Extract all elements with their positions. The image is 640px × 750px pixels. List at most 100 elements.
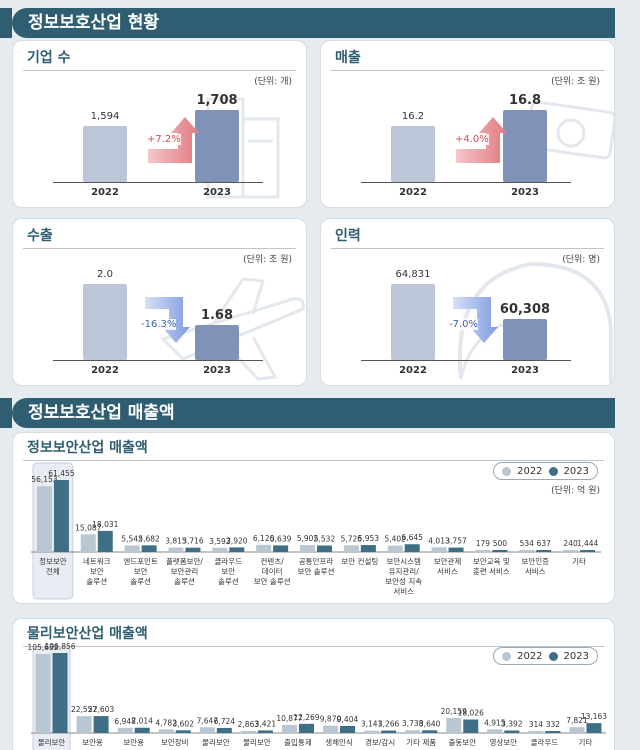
bar-2023 (340, 725, 356, 733)
category-label: 보안관리 (171, 566, 199, 576)
legend-label-2023: 2023 (563, 465, 589, 477)
data-label: 5,902 (297, 534, 319, 543)
bar-2022 (519, 550, 535, 552)
data-label: 22,557 (71, 705, 97, 714)
kpi-title: 수출 (27, 228, 53, 244)
bar-2023 (422, 730, 438, 733)
bar-2022 (117, 727, 133, 733)
category-label: 서비스 (437, 567, 458, 576)
bar-2022 (569, 727, 585, 733)
data-label: 6,120 (253, 534, 275, 543)
category-label: 전체 (46, 566, 60, 576)
category-label: 서비스 (525, 567, 546, 576)
kpi-year-label: 2023 (203, 187, 231, 198)
category-label: 유지관리/ (389, 566, 420, 576)
data-label: 240 (563, 539, 578, 548)
data-label: 637 (537, 539, 552, 548)
category-label: 솔루션 (218, 576, 239, 586)
bar-2023 (273, 545, 289, 552)
chart-unit: (단위: 억 원) (551, 486, 600, 496)
category-label: 생체인식 (325, 737, 353, 747)
kpi-bar-2022 (83, 126, 127, 182)
data-label: 6,724 (214, 717, 236, 726)
category-label: 출입통제 (284, 737, 312, 747)
category-label: 솔루션 (174, 576, 195, 586)
bar-2023 (52, 653, 68, 733)
data-label: 61,455 (48, 469, 74, 478)
category-label: 보안성 지속 (385, 576, 422, 586)
axis-baseline (361, 182, 571, 183)
data-label: 5,726 (341, 534, 363, 543)
kpi-unit: (단위: 개) (254, 77, 292, 87)
data-label: 7,821 (566, 716, 588, 725)
category-label: 보안 컨설팅 (341, 556, 378, 566)
section-header-status: 정보보호산업 현황 (0, 8, 615, 38)
category-label: 보안 (90, 566, 104, 576)
data-label: 10,877 (276, 714, 302, 723)
category-label: 경보/감시 (365, 737, 395, 747)
data-label: 18,026 (458, 709, 484, 718)
kpi-bar-2023 (195, 110, 239, 182)
airplane-icon (160, 277, 305, 381)
bar-2023 (360, 545, 376, 552)
category-label: 물리보안 (202, 737, 230, 747)
category-label: 보안장비 (161, 737, 189, 747)
category-label: 보안용 (123, 737, 144, 747)
category-label: 보안인증 (521, 556, 549, 566)
bar-2023 (134, 727, 150, 733)
bar-2022 (323, 725, 339, 733)
kpi-title: 매출 (335, 50, 361, 66)
kpi-year-label: 2023 (203, 365, 231, 376)
category-label: 보안 솔루션 (254, 576, 291, 586)
kpi-change: +4.0% (455, 134, 489, 145)
kpi-year-label: 2022 (399, 187, 427, 198)
kpi-unit: (단위: 명) (562, 255, 600, 265)
kpi-bar-2023 (503, 318, 547, 360)
category-label: 데이터 (262, 566, 283, 576)
info-security-chart-title: 정보보안산업 매출액 (27, 440, 148, 456)
data-label: 105,632 (28, 643, 59, 652)
axis-baseline (361, 360, 571, 361)
data-label: 106,856 (45, 642, 76, 651)
data-label: 13,163 (581, 712, 607, 721)
physical-security-chart: 105,632106,856물리보안22,55722,603보안용6,9487,… (28, 642, 607, 750)
bar-2023 (545, 731, 561, 733)
physical-security-chart-card: 물리보안산업 매출액 2022 2023 105,632 106,856 물리보안 2… (12, 618, 615, 750)
category-label: 클라우드 (531, 738, 559, 747)
data-label: 5,639 (270, 534, 292, 543)
axis-baseline (53, 182, 263, 183)
data-label: 2,863 (238, 720, 260, 729)
kpi-value-2022: 64,831 (395, 269, 431, 280)
data-label: 179 (476, 539, 491, 548)
kpi-title: 인력 (335, 228, 361, 244)
category-label: 훈련 서비스 (473, 566, 510, 576)
bar-2022 (300, 545, 315, 552)
category-label: 물리보안 (243, 737, 271, 747)
data-label: 5,682 (138, 534, 160, 543)
divider (331, 70, 604, 71)
category-label: 보안관제 (434, 556, 462, 566)
bar-2022 (36, 486, 52, 552)
bar-2022 (76, 716, 92, 733)
data-label: 534 (520, 539, 535, 548)
data-label: 3,421 (255, 719, 277, 728)
kpi-card: 기업 수 (단위: 개) 1,594 2022 1,708 2023 +7.2% (12, 40, 307, 208)
category-label: 공통인프라 (299, 556, 334, 566)
bar-2022 (387, 545, 403, 552)
data-label: 500 (493, 539, 508, 548)
bar-2023 (580, 550, 596, 552)
category-label: 솔루션 (86, 576, 107, 586)
data-label: 3,757 (445, 537, 467, 546)
data-label: 4,782 (156, 718, 178, 727)
legend-swatch-2023 (548, 466, 558, 476)
bar-2022 (158, 729, 174, 733)
bar-2023 (141, 545, 157, 552)
category-label: 보안 솔루션 (298, 566, 335, 576)
data-label: 5,953 (358, 534, 380, 543)
bar-2023 (93, 716, 109, 733)
kpi-value-2022: 16.2 (401, 111, 425, 122)
kpi-bar-2023 (195, 324, 239, 360)
data-label: 1,444 (577, 539, 599, 548)
physical-security-chart-title: 물리보안산업 매출액 (27, 626, 148, 642)
data-label: 314 (529, 720, 544, 729)
